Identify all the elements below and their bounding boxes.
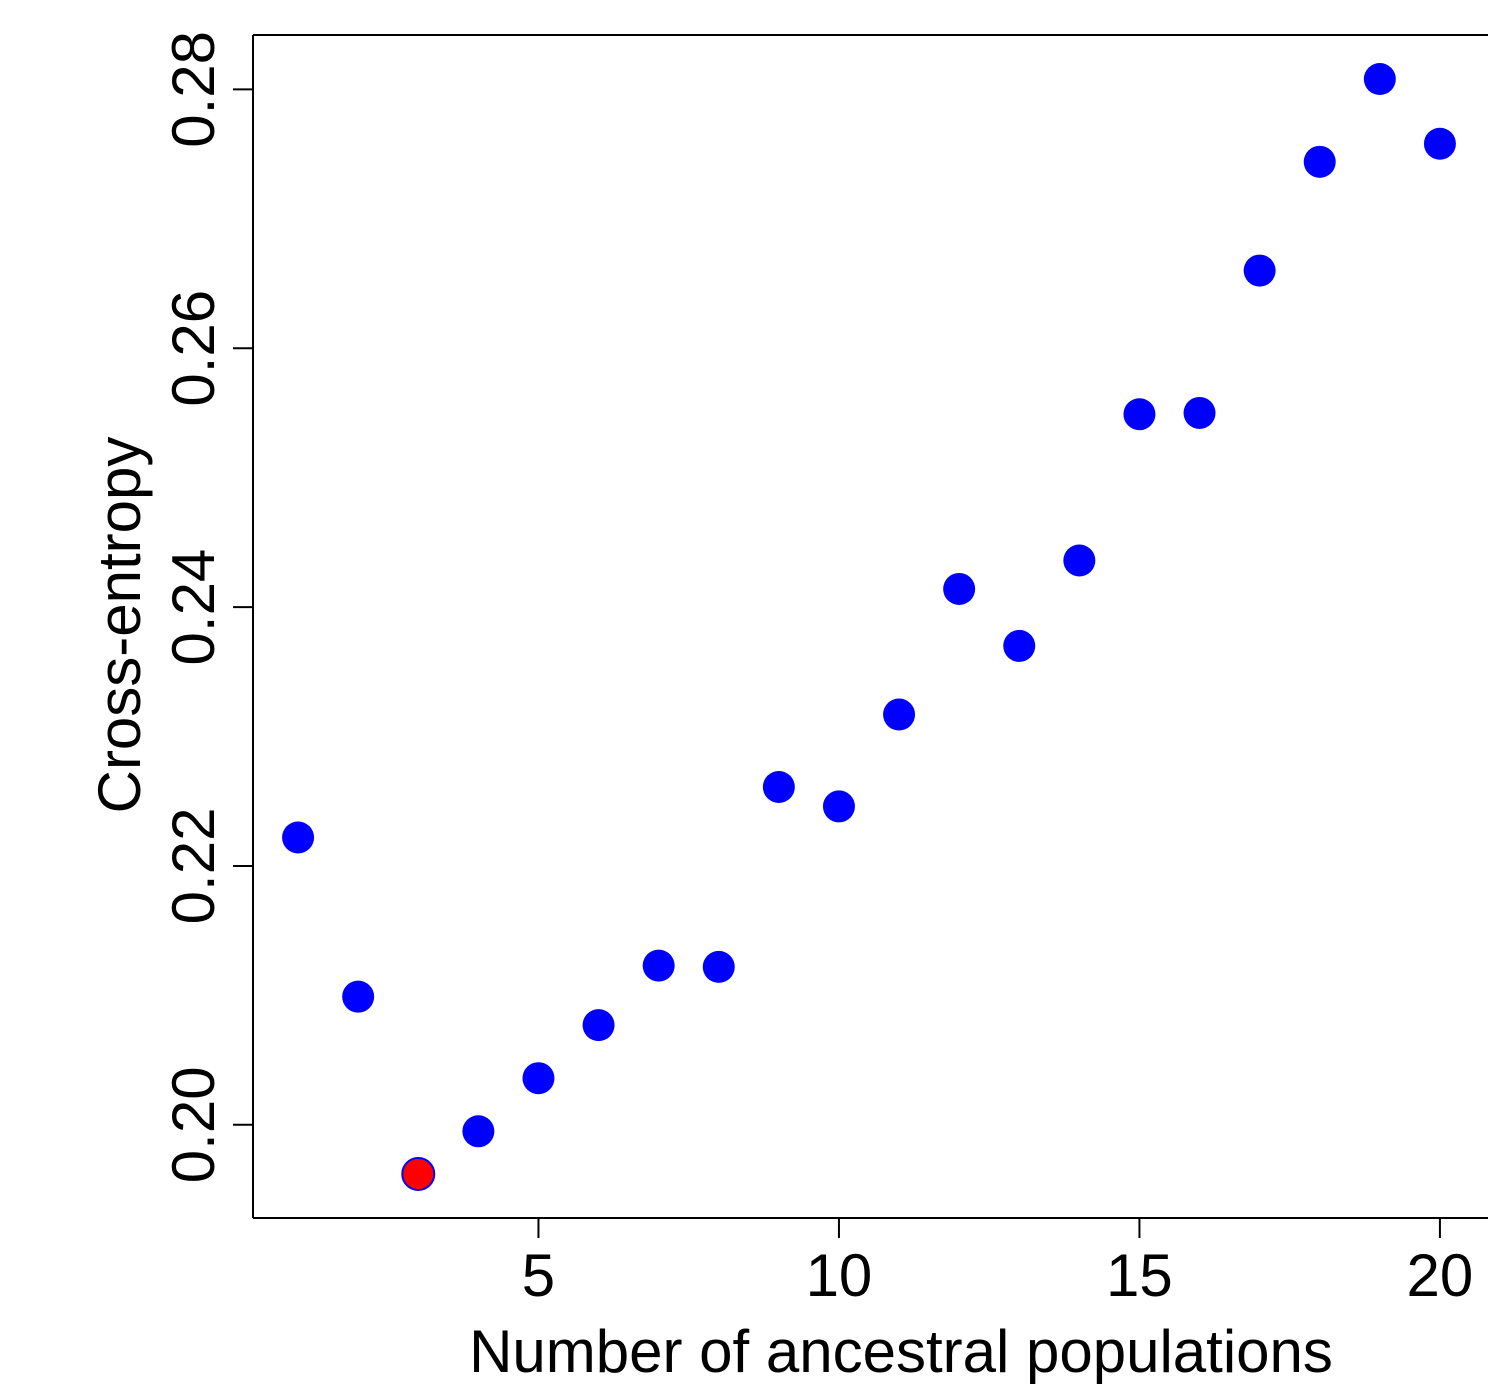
y-tick-label: 0.26 (160, 290, 227, 407)
data-point (1243, 254, 1276, 287)
x-axis-label: Number of ancestral populations (469, 1318, 1333, 1384)
plot-frame (252, 34, 1488, 1219)
highlighted-data-point (401, 1156, 436, 1191)
x-axis: 5 10 15 20 (522, 1218, 1474, 1309)
y-axis-label: Cross-entropy (86, 437, 153, 814)
data-point (1063, 544, 1096, 577)
x-tick-label: 5 (522, 1242, 555, 1309)
data-point (943, 572, 976, 605)
y-tick-label: 0.22 (160, 808, 227, 925)
data-point (1123, 398, 1156, 431)
y-axis: 0.20 0.22 0.24 0.26 0.28 (160, 31, 253, 1183)
data-point (702, 950, 735, 983)
data-point (1303, 145, 1336, 178)
data-point (342, 980, 375, 1013)
data-point (762, 770, 795, 803)
y-tick-label: 0.28 (160, 31, 227, 148)
data-point (462, 1115, 495, 1148)
data-point (642, 949, 675, 982)
x-tick-label: 15 (1106, 1242, 1173, 1309)
data-point (1423, 127, 1456, 160)
data-points (282, 63, 1456, 1191)
data-point (1183, 396, 1216, 429)
x-tick-label: 20 (1407, 1242, 1474, 1309)
data-point (1003, 629, 1036, 662)
data-point (883, 698, 916, 731)
data-point (522, 1062, 555, 1095)
y-tick-label: 0.24 (160, 549, 227, 666)
data-point (822, 790, 855, 823)
data-point (582, 1009, 615, 1042)
data-point (282, 821, 315, 854)
x-tick-label: 10 (806, 1242, 873, 1309)
y-tick-label: 0.20 (160, 1066, 227, 1183)
data-point (1363, 63, 1396, 96)
